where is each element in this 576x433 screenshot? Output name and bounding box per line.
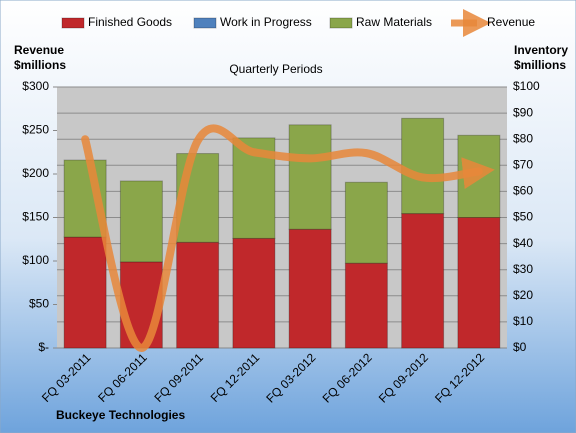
legend-swatch <box>193 17 217 29</box>
y-tick-label: $200 <box>22 166 49 180</box>
y-tick-label: $300 <box>22 79 49 93</box>
y2-tick-label: $100 <box>513 79 540 93</box>
bar-segment <box>344 262 388 349</box>
bar-segment <box>401 117 445 215</box>
bar-segment <box>401 213 445 349</box>
y-label: $millions <box>14 58 66 72</box>
bar-segment <box>176 241 220 349</box>
y2-tick-label: $40 <box>513 236 533 250</box>
y2-tick-label: $30 <box>513 262 533 276</box>
y2-tick-label: $60 <box>513 184 533 198</box>
legend-label: Revenue <box>487 15 535 29</box>
y-tick-label: $50 <box>29 297 49 311</box>
y-tick-label: $100 <box>22 253 49 267</box>
y2-tick-label: $20 <box>513 288 533 302</box>
y2-label: $millions <box>514 58 566 72</box>
y2-tick-label: $70 <box>513 157 533 171</box>
y-tick-label: $250 <box>22 123 49 137</box>
y-tick-label: $- <box>38 340 49 354</box>
y2-tick-label: $0 <box>513 340 527 354</box>
y2-tick-label: $80 <box>513 131 533 145</box>
legend-label: Work in Progress <box>220 15 312 29</box>
y-label: Revenue <box>14 43 64 57</box>
legend-swatch <box>61 17 85 29</box>
y2-tick-label: $10 <box>513 314 533 328</box>
bar-segment <box>119 180 163 263</box>
chart-title: Buckeye Technologies <box>56 408 185 422</box>
bar-segment <box>232 237 276 349</box>
subtitle: Quarterly Periods <box>229 62 322 76</box>
legend-label: Finished Goods <box>88 15 172 29</box>
y2-tick-label: $50 <box>513 210 533 224</box>
bar-segment <box>457 217 501 349</box>
bar-segment <box>288 228 332 349</box>
y2-label: Inventory <box>514 43 568 57</box>
legend-swatch <box>329 17 353 29</box>
revenue-line <box>81 124 495 353</box>
y2-tick-label: $90 <box>513 105 533 119</box>
bar-segment <box>344 181 388 264</box>
bar-segment <box>63 236 107 349</box>
y-tick-label: $150 <box>22 210 49 224</box>
legend-label: Raw Materials <box>356 15 432 29</box>
bar-segment <box>288 124 332 230</box>
